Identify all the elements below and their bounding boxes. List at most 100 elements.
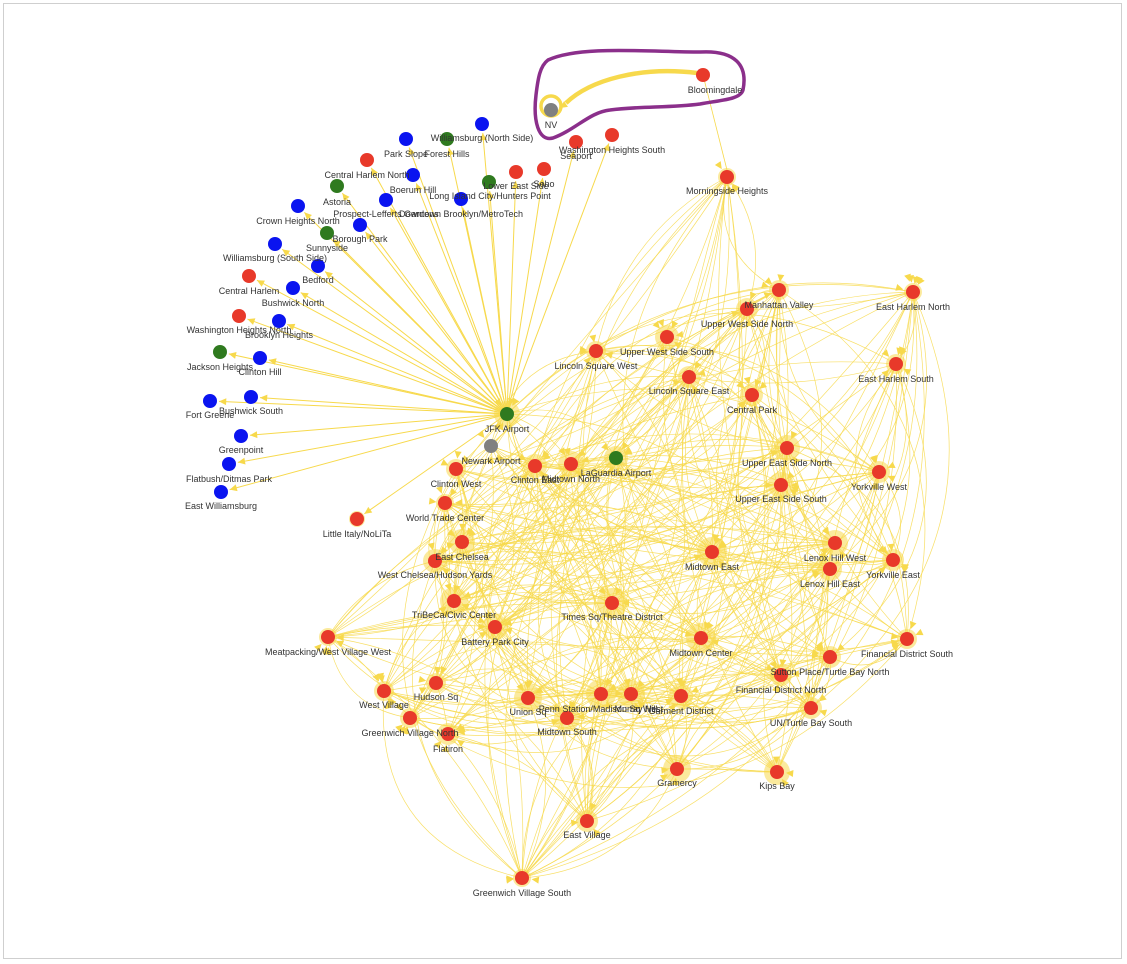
node-west-village[interactable] xyxy=(377,684,391,698)
edge-arrow-into-greenwich-village-north xyxy=(395,702,403,711)
node-east-chelsea[interactable] xyxy=(455,535,469,549)
node-prospect-lefferts[interactable] xyxy=(379,193,393,207)
node-lenox-hill-west[interactable] xyxy=(828,536,842,550)
edge-jfk-airport-penn-station xyxy=(506,413,602,695)
node-bedford[interactable] xyxy=(311,259,325,273)
node-downtown-brooklyn[interactable] xyxy=(454,192,468,206)
node-upper-west-side-north[interactable] xyxy=(740,302,754,316)
node-battery-park-city[interactable] xyxy=(488,620,502,634)
node-midtown-north[interactable] xyxy=(564,457,578,471)
node-label-meatpacking: Meatpacking/West Village West xyxy=(265,647,392,657)
node-lincoln-square-west[interactable] xyxy=(589,344,603,358)
node-williamsburg-south[interactable] xyxy=(268,237,282,251)
node-lower-east-side[interactable] xyxy=(482,175,496,189)
node-midtown-center[interactable] xyxy=(694,631,708,645)
node-bloomingdale[interactable] xyxy=(696,68,710,82)
node-upper-west-side-south[interactable] xyxy=(660,330,674,344)
node-label-yorkville-east: Yorkville East xyxy=(866,570,920,580)
node-midtown-south[interactable] xyxy=(560,711,574,725)
node-manhattan-valley[interactable] xyxy=(772,283,786,297)
node-laguardia-airport[interactable] xyxy=(609,451,623,465)
node-east-williamsburg[interactable] xyxy=(214,485,228,499)
edge-lenox-hill-east-gramercy xyxy=(676,568,831,770)
node-yorkville-east[interactable] xyxy=(886,553,900,567)
node-garment-district[interactable] xyxy=(674,689,688,703)
node-yorkville-west[interactable] xyxy=(872,465,886,479)
node-financial-district-north[interactable] xyxy=(774,668,788,682)
node-greenpoint[interactable] xyxy=(234,429,248,443)
edge-lincoln-square-east-financial-district-north xyxy=(688,376,782,676)
edge-arrow-into-sutton-place xyxy=(837,643,845,651)
node-brooklyn-heights[interactable] xyxy=(272,314,286,328)
node-washington-heights-south[interactable] xyxy=(605,128,619,142)
node-greenwich-village-south[interactable] xyxy=(515,871,529,885)
edge-arrow-into-upper-east-side-north xyxy=(793,456,801,465)
node-penn-station[interactable] xyxy=(594,687,608,701)
node-fort-greene[interactable] xyxy=(203,394,217,408)
edge-arrow-into-lincoln-square-east xyxy=(697,369,706,377)
node-central-park[interactable] xyxy=(745,388,759,402)
node-clinton-hill[interactable] xyxy=(253,351,267,365)
node-flatiron[interactable] xyxy=(441,727,455,741)
node-gramercy[interactable] xyxy=(670,762,684,776)
node-park-slope[interactable] xyxy=(399,132,413,146)
edge-arrow-into-east-harlem-north xyxy=(895,284,904,291)
node-morningside-heights[interactable] xyxy=(720,170,734,184)
node-east-harlem-north[interactable] xyxy=(906,285,920,299)
node-williamsburg-north[interactable] xyxy=(475,117,489,131)
node-central-harlem[interactable] xyxy=(242,269,256,283)
node-east-village[interactable] xyxy=(580,814,594,828)
node-un-turtle-bay[interactable] xyxy=(804,701,818,715)
node-upper-east-side-south[interactable] xyxy=(774,478,788,492)
node-lenox-hill-east[interactable] xyxy=(823,562,837,576)
node-label-jackson-heights: Jackson Heights xyxy=(187,362,254,372)
node-union-sq[interactable] xyxy=(521,691,535,705)
node-lincoln-square-east[interactable] xyxy=(682,370,696,384)
node-forest-hills[interactable] xyxy=(440,132,454,146)
edge-clinton-east-yorkville-east xyxy=(534,463,894,561)
edge-arrow-soho xyxy=(538,177,546,186)
node-little-italy[interactable] xyxy=(350,512,364,526)
edge-lincoln-square-west-yorkville-east xyxy=(595,350,894,561)
node-bushwick-north[interactable] xyxy=(286,281,300,295)
node-crown-heights-north[interactable] xyxy=(291,199,305,213)
node-washington-heights-north[interactable] xyxy=(232,309,246,323)
node-newark-airport[interactable] xyxy=(484,439,498,453)
node-tribeca[interactable] xyxy=(447,594,461,608)
node-label-bloomingdale: Bloomingdale xyxy=(688,85,743,95)
node-times-sq[interactable] xyxy=(605,596,619,610)
edge-arrow-into-laguardia-airport xyxy=(621,441,629,450)
node-west-chelsea[interactable] xyxy=(428,554,442,568)
node-clinton-east[interactable] xyxy=(528,459,542,473)
node-boerum-hill[interactable] xyxy=(406,168,420,182)
node-seaport[interactable] xyxy=(569,135,583,149)
node-astoria[interactable] xyxy=(330,179,344,193)
node-hudson-sq[interactable] xyxy=(429,676,443,690)
node-jfk-airport[interactable] xyxy=(500,407,514,421)
node-meatpacking[interactable] xyxy=(321,630,335,644)
node-soho[interactable] xyxy=(537,162,551,176)
node-upper-east-side-north[interactable] xyxy=(780,441,794,455)
edge-midtown-center-west-village xyxy=(383,637,702,734)
node-nv[interactable] xyxy=(544,103,558,117)
node-label-lenox-hill-east: Lenox Hill East xyxy=(800,579,861,589)
node-world-trade-center[interactable] xyxy=(438,496,452,510)
edge-arrow-into-clinton-west xyxy=(456,478,464,486)
node-greenwich-village-north[interactable] xyxy=(403,711,417,725)
node-sunnyside[interactable] xyxy=(320,226,334,240)
node-east-harlem-south[interactable] xyxy=(889,357,903,371)
node-lic[interactable] xyxy=(509,165,523,179)
node-central-harlem-north[interactable] xyxy=(360,153,374,167)
node-jackson-heights[interactable] xyxy=(213,345,227,359)
node-clinton-west[interactable] xyxy=(449,462,463,476)
node-murray-hill[interactable] xyxy=(624,687,638,701)
node-kips-bay[interactable] xyxy=(770,765,784,779)
node-bushwick-south[interactable] xyxy=(244,390,258,404)
node-financial-district-south[interactable] xyxy=(900,632,914,646)
node-sutton-place[interactable] xyxy=(823,650,837,664)
node-borough-park[interactable] xyxy=(353,218,367,232)
node-label-lower-east-side: Lower East Side xyxy=(483,181,549,191)
node-flatbush[interactable] xyxy=(222,457,236,471)
edge-lenox-hill-east-midtown-center xyxy=(700,566,831,639)
node-midtown-east[interactable] xyxy=(705,545,719,559)
